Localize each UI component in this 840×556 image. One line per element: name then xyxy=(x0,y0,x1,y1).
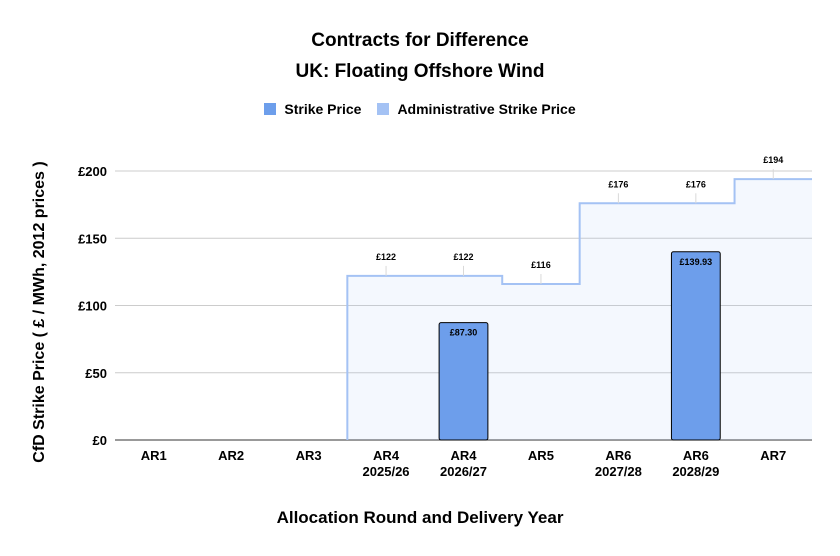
legend-label-admin-strike-price: Administrative Strike Price xyxy=(397,101,576,117)
chart-subtitle: UK: Floating Offshore Wind xyxy=(295,61,545,82)
admin-strike-price-line xyxy=(346,178,812,440)
bar-strike-price xyxy=(438,322,489,441)
y-tick-label: £100 xyxy=(78,299,107,314)
legend-item-admin-strike-price: Administrative Strike Price xyxy=(377,101,576,117)
legend-label-strike-price: Strike Price xyxy=(284,101,362,117)
bar-strike-price xyxy=(670,251,721,441)
y-tick-label: £150 xyxy=(78,231,107,246)
x-tick-sublabel: 2028/29 xyxy=(672,464,719,479)
x-tick-label: AR5 xyxy=(528,448,554,463)
legend-swatch-admin-strike-price xyxy=(377,103,390,115)
x-tick-label: AR4 xyxy=(373,448,400,463)
admin-data-label: £176 xyxy=(608,179,628,189)
legend-item-strike-price: Strike Price xyxy=(264,101,361,117)
admin-data-label: £194 xyxy=(763,155,783,165)
x-tick-label: AR7 xyxy=(760,448,786,463)
chart-title: Contracts for Difference xyxy=(311,30,529,51)
legend: Strike Price Administrative Strike Price xyxy=(0,101,840,117)
x-tick-sublabel: 2027/28 xyxy=(595,464,642,479)
x-tick-sublabel: 2026/27 xyxy=(440,464,487,479)
x-tick-label: AR4 xyxy=(450,448,477,463)
admin-data-label: £176 xyxy=(686,179,706,189)
x-tick-label: AR6 xyxy=(605,448,631,463)
admin-data-label: £122 xyxy=(376,252,396,262)
x-tick-label: AR2 xyxy=(218,448,244,463)
bar-data-label: £139.93 xyxy=(680,257,713,267)
bar-data-label: £87.30 xyxy=(450,328,478,338)
x-tick-label: AR6 xyxy=(683,448,709,463)
x-tick-sublabel: 2025/26 xyxy=(363,464,410,479)
legend-swatch-strike-price xyxy=(264,103,277,115)
admin-data-label: £122 xyxy=(453,252,473,262)
y-tick-label: £50 xyxy=(85,366,107,381)
x-tick-label: AR1 xyxy=(141,448,167,463)
y-tick-label: £0 xyxy=(93,433,107,448)
admin-data-label: £116 xyxy=(531,260,551,270)
y-tick-label: £200 xyxy=(78,164,107,179)
x-tick-label: AR3 xyxy=(296,448,322,463)
x-axis-label: Allocation Round and Delivery Year xyxy=(276,508,564,527)
